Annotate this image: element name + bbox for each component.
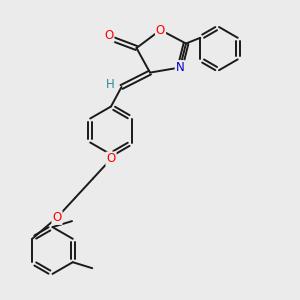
Text: O: O xyxy=(52,211,62,224)
Text: O: O xyxy=(106,152,116,166)
Text: N: N xyxy=(176,61,184,74)
Text: O: O xyxy=(104,29,113,42)
Text: O: O xyxy=(156,23,165,37)
Text: H: H xyxy=(106,77,115,91)
